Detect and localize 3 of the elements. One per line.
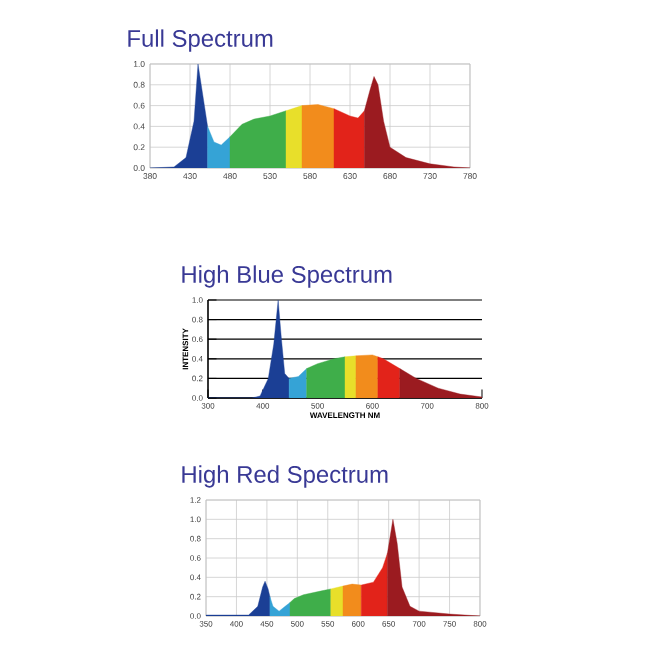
- chart-title: High Blue Spectrum: [182, 265, 392, 288]
- chart-title: Full Spectrum: [128, 29, 273, 52]
- chart-title: High Red Spectrum: [182, 465, 388, 488]
